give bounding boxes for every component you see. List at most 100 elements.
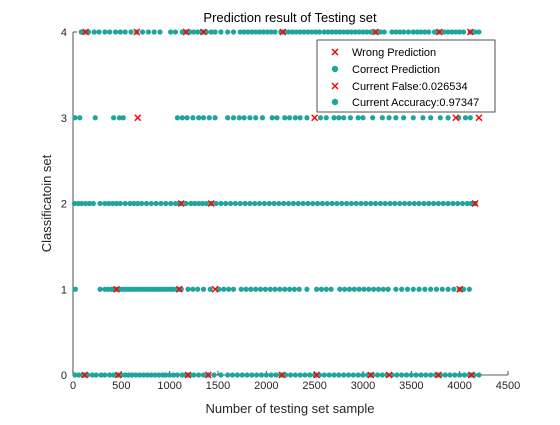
correct-prediction-point <box>410 29 416 35</box>
correct-prediction-point <box>72 286 79 292</box>
x-tick-label: 4500 <box>496 380 520 392</box>
correct-prediction-point <box>135 200 141 207</box>
correct-prediction-point <box>102 372 108 378</box>
correct-prediction-point <box>345 372 352 378</box>
correct-prediction-point <box>144 372 151 378</box>
correct-prediction-point <box>440 200 446 207</box>
x-tick-label: 500 <box>112 380 130 392</box>
correct-prediction-point <box>399 286 405 292</box>
correct-prediction-point <box>158 200 164 207</box>
correct-prediction-point <box>143 200 150 207</box>
x-tick-label: 3500 <box>399 380 423 392</box>
correct-prediction-point <box>372 200 379 207</box>
x-axis-label: Number of testing set sample <box>205 401 374 416</box>
wrong-prediction-point <box>133 28 141 36</box>
wrong-prediction-point <box>467 371 475 379</box>
correct-prediction-point <box>243 286 249 292</box>
correct-prediction-point <box>435 200 441 207</box>
correct-prediction-point <box>97 286 103 292</box>
correct-prediction-point <box>358 200 364 207</box>
x-tick-label: 3000 <box>351 380 375 392</box>
wrong-prediction-point <box>313 371 321 379</box>
correct-prediction-point <box>273 372 279 378</box>
correct-prediction-point <box>411 200 417 207</box>
correct-prediction-point <box>230 115 237 121</box>
wrong-prediction-point <box>211 285 219 293</box>
correct-prediction-point <box>460 29 467 35</box>
correct-prediction-point <box>111 115 117 121</box>
correct-prediction-point <box>98 372 104 378</box>
correct-prediction-point <box>371 286 377 292</box>
x-tick-label: 1000 <box>157 380 181 392</box>
correct-prediction-point <box>236 115 242 121</box>
correct-prediction-point <box>323 115 329 121</box>
correct-prediction-point <box>420 115 426 121</box>
correct-prediction-point <box>225 372 231 378</box>
correct-prediction-point <box>451 286 457 292</box>
correct-prediction-point <box>476 372 482 378</box>
correct-prediction-point <box>102 200 108 207</box>
correct-prediction-point <box>238 286 244 292</box>
correct-prediction-point <box>129 372 135 378</box>
correct-prediction-point <box>211 372 217 378</box>
correct-prediction-point <box>245 29 251 35</box>
correct-prediction-point <box>418 29 424 35</box>
correct-prediction-point <box>268 372 274 378</box>
correct-prediction-point <box>230 29 237 35</box>
correct-prediction-point <box>297 115 303 121</box>
correct-prediction-point <box>431 29 438 35</box>
correct-prediction-point <box>445 29 451 35</box>
correct-prediction-point <box>208 29 214 35</box>
correct-prediction-point <box>341 115 347 121</box>
wrong-prediction-point <box>82 28 90 36</box>
correct-prediction-point <box>370 115 376 121</box>
correct-prediction-point <box>190 286 196 292</box>
correct-prediction-point <box>399 372 405 378</box>
correct-prediction-point <box>392 200 398 207</box>
correct-prediction-point <box>285 29 292 35</box>
legend: Wrong Prediction Correct Prediction Curr… <box>316 39 496 113</box>
correct-prediction-point <box>163 372 169 378</box>
correct-prediction-point <box>291 286 297 292</box>
correct-prediction-point <box>355 372 361 378</box>
correct-prediction-point <box>218 29 224 35</box>
correct-prediction-point <box>199 200 206 207</box>
correct-prediction-point <box>72 372 78 378</box>
correct-prediction-point <box>300 200 306 207</box>
correct-prediction-point <box>381 29 387 35</box>
correct-prediction-point <box>237 200 243 207</box>
correct-prediction-point <box>433 286 440 292</box>
correct-prediction-point <box>366 286 372 292</box>
correct-prediction-point <box>128 29 134 35</box>
correct-prediction-point <box>247 200 253 207</box>
correct-prediction-point <box>297 29 303 35</box>
correct-prediction-point <box>133 372 139 378</box>
wrong-prediction-point <box>435 28 443 36</box>
x-tick-label: 2000 <box>254 380 278 392</box>
correct-prediction-point <box>355 115 361 121</box>
correct-prediction-point <box>404 286 411 292</box>
wrong-prediction-point <box>81 371 89 379</box>
correct-prediction-point <box>184 115 190 121</box>
legend-dot-marker <box>331 65 339 73</box>
correct-prediction-point <box>325 29 331 35</box>
correct-prediction-point <box>212 29 218 35</box>
correct-prediction-point <box>271 200 277 207</box>
correct-prediction-point <box>226 286 232 292</box>
correct-prediction-point <box>242 200 248 207</box>
correct-prediction-point <box>418 372 424 378</box>
correct-prediction-point <box>191 372 197 378</box>
correct-prediction-point <box>457 372 463 378</box>
x-tick-label: 4000 <box>447 380 471 392</box>
correct-prediction-point <box>313 29 319 35</box>
correct-prediction-point <box>153 200 159 207</box>
correct-prediction-point <box>360 29 366 35</box>
correct-prediction-point <box>285 200 292 207</box>
correct-prediction-point <box>272 29 278 35</box>
correct-prediction-point <box>261 200 267 207</box>
wrong-prediction-point <box>278 371 286 379</box>
wrong-prediction-point <box>372 28 380 36</box>
correct-prediction-point <box>107 372 113 378</box>
correct-prediction-point <box>203 200 209 207</box>
correct-prediction-point <box>304 115 310 121</box>
